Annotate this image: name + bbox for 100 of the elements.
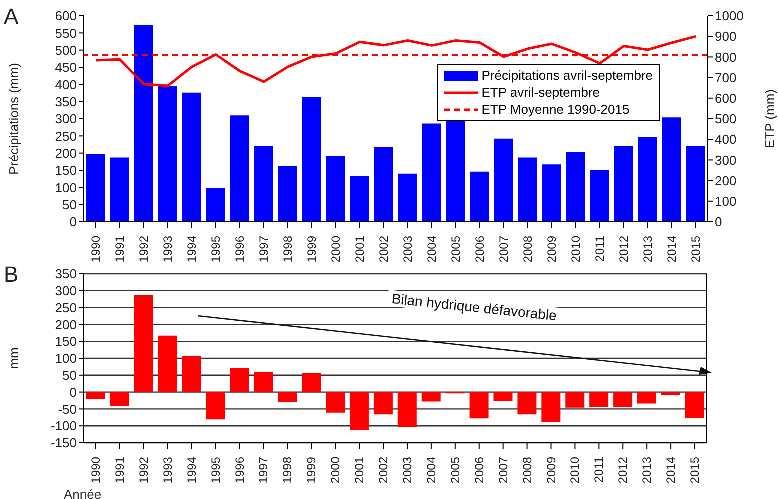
- bar: [422, 392, 441, 402]
- bar: [470, 172, 490, 222]
- x-tick-label: 2004: [425, 236, 439, 263]
- bar: [254, 372, 274, 392]
- bar: [350, 176, 370, 222]
- legend-label: Précipitations avril-septembre: [482, 67, 653, 84]
- x-tick-label: 1998: [280, 456, 295, 484]
- x-tick-label: 2000: [328, 456, 343, 484]
- x-tick-label: 2003: [400, 456, 414, 484]
- x-tick-label: 2011: [592, 456, 606, 483]
- bar: [470, 392, 489, 419]
- bar: [206, 188, 226, 222]
- y-tick-label: 350: [55, 94, 77, 110]
- x-tick-label: 2010: [569, 236, 583, 263]
- bar: [278, 166, 298, 222]
- x-tick-label: 1995: [209, 236, 223, 263]
- x-tick-label: 1994: [185, 236, 199, 263]
- y-tick-label: 600: [55, 8, 77, 24]
- x-tick-label: 2007: [496, 456, 510, 484]
- x-tick-label: 2015: [689, 236, 703, 263]
- bar: [230, 116, 250, 222]
- y-tick-label: 100: [55, 180, 77, 196]
- y-tick-label: 100: [55, 351, 77, 366]
- y-tick-label: -50: [58, 402, 77, 417]
- x-tick-label: 1990: [89, 236, 103, 263]
- bar: [542, 164, 562, 222]
- y-tick-label: 200: [55, 146, 77, 161]
- bar: [110, 392, 130, 406]
- y-tick-label: -150: [50, 436, 77, 451]
- x-tick-label: 2008: [521, 236, 535, 263]
- x-tick-label: 2011: [593, 236, 607, 262]
- bar: [422, 124, 442, 222]
- bar: [638, 138, 658, 222]
- bar: [326, 392, 346, 413]
- x-tick-label: 2001: [353, 236, 367, 263]
- y2-tick-label: 500: [715, 112, 737, 127]
- bar: [661, 392, 680, 396]
- y2-tick-label: 200: [715, 173, 737, 188]
- y-tick-label: 50: [62, 197, 77, 212]
- bar: [158, 86, 178, 222]
- bar: [590, 170, 610, 222]
- bar: [230, 368, 250, 392]
- bar: [494, 392, 513, 402]
- bar: [566, 392, 585, 408]
- legend-label: ETP Moyenne 1990-2015: [482, 101, 630, 118]
- y-tick-label: 550: [55, 26, 77, 41]
- bar: [86, 154, 106, 222]
- x-tick-label: 2015: [688, 456, 702, 484]
- x-tick-label: 2007: [497, 236, 511, 263]
- x-tick-label: 1998: [281, 236, 295, 263]
- x-tick-label: 1999: [304, 456, 319, 484]
- y-tick-label: 250: [55, 300, 77, 316]
- x-tick-label: 2004: [424, 456, 438, 484]
- y-axis-title: mm: [6, 348, 22, 370]
- x-tick-label: 1997: [257, 236, 271, 263]
- x-tick-label: 1996: [232, 456, 247, 484]
- x-tick-label: 2012: [617, 236, 631, 263]
- x-axis-title: Année: [64, 487, 102, 499]
- x-tick-label: 1990: [88, 456, 103, 484]
- x-tick-label: 1993: [160, 456, 175, 484]
- bar: [134, 294, 154, 392]
- x-tick-label: 1991: [113, 236, 127, 263]
- y-tick-label: 300: [55, 284, 77, 299]
- y-tick-label: 0: [70, 384, 77, 400]
- bar: [566, 152, 586, 222]
- x-tick-label: 2013: [641, 236, 655, 263]
- bar: [134, 25, 154, 222]
- y2-tick-label: 800: [715, 50, 737, 65]
- legend-label: ETP avril-septembre: [482, 84, 600, 101]
- y2-tick-label: 300: [715, 152, 737, 168]
- text: A: [4, 4, 19, 30]
- y-tick-label: 500: [55, 42, 77, 58]
- y-tick-label: 350: [55, 266, 77, 282]
- bar: [398, 174, 418, 222]
- x-tick-label: 2003: [401, 236, 415, 263]
- annotation: Bilan hydrique défavorable: [387, 290, 562, 324]
- bar: [158, 336, 178, 392]
- x-tick-label: 2006: [472, 456, 486, 484]
- bar: [518, 392, 537, 415]
- x-tick-label: 2010: [568, 456, 582, 484]
- y-tick-label: 150: [55, 163, 77, 178]
- bar: [638, 392, 657, 404]
- x-tick-label: 2006: [473, 236, 487, 263]
- x-tick-label: 2009: [545, 236, 559, 263]
- y-tick-label: 250: [55, 128, 77, 144]
- x-tick-label: 2002: [376, 456, 391, 484]
- y2-tick-label: 600: [715, 91, 737, 106]
- bar: [254, 146, 274, 222]
- bar: [518, 158, 538, 222]
- y2-tick-label: 900: [715, 29, 737, 44]
- bar: [182, 356, 202, 392]
- text: B: [4, 262, 19, 288]
- x-tick-label: 1996: [233, 236, 247, 263]
- y-tick-label: -100: [50, 418, 77, 434]
- y-axis-title: Précipitations (mm): [6, 63, 22, 175]
- bar: [206, 392, 226, 420]
- y2-tick-label: 1000: [715, 8, 744, 24]
- bar: [614, 392, 633, 408]
- x-tick-label: 2012: [616, 456, 630, 484]
- bar: [86, 392, 106, 400]
